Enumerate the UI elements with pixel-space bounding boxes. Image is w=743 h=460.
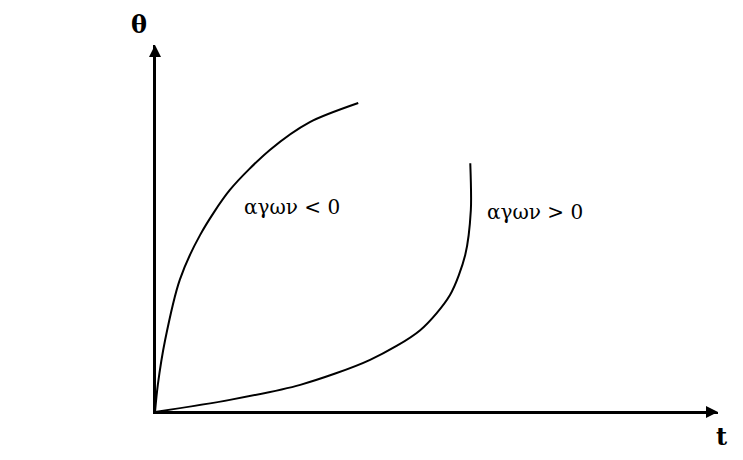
svg-text:θ: θ — [131, 10, 147, 39]
svg-text:αγων > 0: αγων > 0 — [487, 200, 583, 224]
svg-text:t: t — [716, 422, 727, 451]
svg-text:αγων < 0: αγων < 0 — [244, 195, 340, 219]
